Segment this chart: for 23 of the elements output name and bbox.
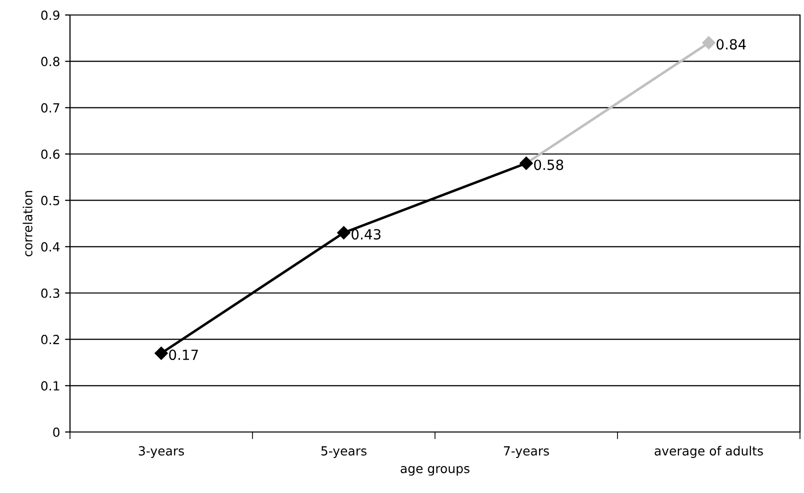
x-axis-title: age groups (400, 466, 470, 476)
y-tick-label: 0.7 (41, 103, 60, 113)
y-tick-label: 0 (53, 427, 60, 437)
y-tick-label: 0.9 (41, 10, 60, 20)
y-tick-label: 0.6 (41, 149, 60, 159)
y-tick-label: 0.2 (41, 334, 60, 344)
point (154, 346, 168, 360)
y-tick-label: 0.3 (41, 288, 60, 298)
y-axis-title: correlation (22, 191, 32, 256)
data-label: 0.58 (534, 160, 564, 170)
data-label: 0.84 (716, 39, 746, 50)
x-tick-label: 3-years (138, 446, 184, 458)
y-tick-label: 0.1 (41, 381, 60, 391)
y-tick-label: 0.8 (41, 56, 60, 66)
x-tick-label: 5-years (321, 446, 366, 458)
y-tick-label: 0.5 (41, 196, 60, 206)
data-label: 0.43 (352, 229, 381, 240)
x-tick-label: 7-years (504, 446, 549, 458)
x-tick-label: average of adults (654, 446, 763, 458)
y-tick-label: 0.4 (41, 242, 60, 252)
data-label: 0.17 (169, 350, 198, 360)
point (337, 226, 350, 240)
point (702, 36, 716, 50)
